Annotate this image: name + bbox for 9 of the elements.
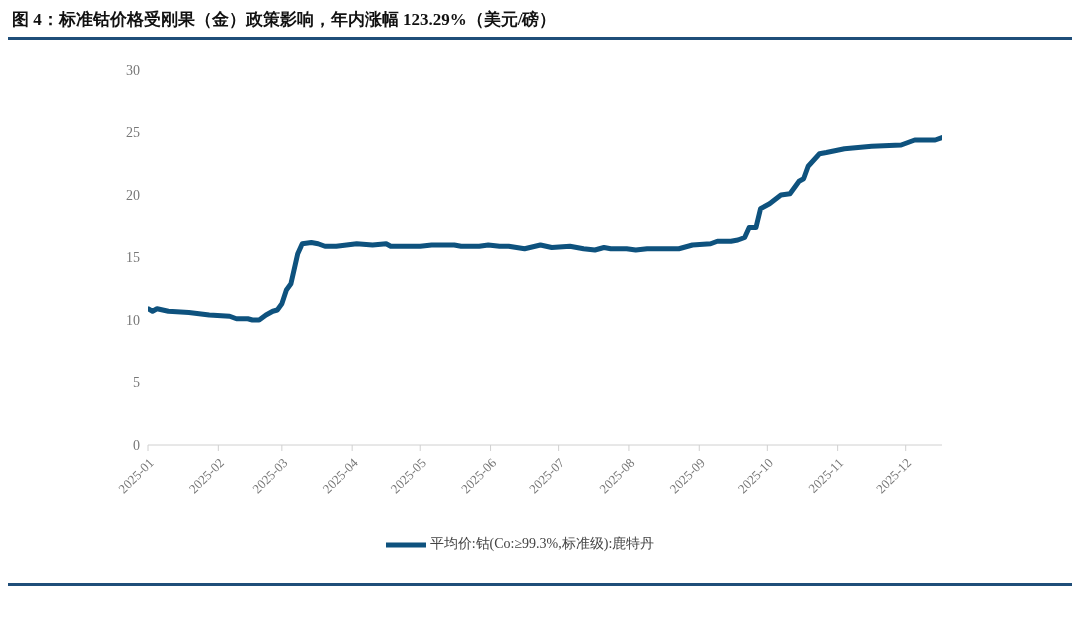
y-tick-label: 30: [126, 62, 140, 78]
y-tick-label: 20: [126, 187, 140, 203]
y-tick-label: 25: [126, 125, 140, 141]
y-tick-label: 0: [133, 437, 140, 453]
chart-title: 图 4：标准钴价格受刚果（金）政策影响，年内涨幅 123.29%（美元/磅）: [8, 8, 1072, 40]
legend-label: 平均价:钴(Co:≥99.3%,标准级):鹿特丹: [429, 536, 655, 552]
y-tick-label: 5: [133, 375, 140, 391]
y-tick-label: 10: [126, 312, 140, 328]
y-tick-label: 15: [126, 250, 140, 266]
